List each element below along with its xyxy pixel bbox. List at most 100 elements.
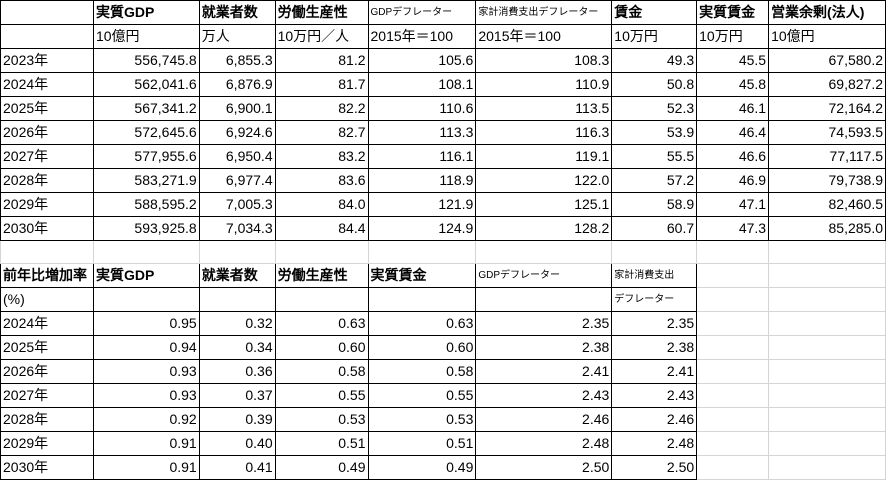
empty-cell[interactable]: [768, 263, 886, 288]
table2-value-cell[interactable]: 0.94: [92, 335, 200, 360]
table2-value-cell[interactable]: 0.41: [198, 455, 276, 480]
empty-cell[interactable]: [696, 359, 770, 384]
table1-year-cell[interactable]: 2026年: [0, 120, 94, 145]
table1-unit-cell[interactable]: 10万円／人: [274, 24, 369, 49]
empty-cell[interactable]: [768, 407, 886, 432]
empty-cell[interactable]: [367, 240, 477, 264]
table1-value-cell[interactable]: 556,745.8: [92, 48, 200, 73]
table1-unit-cell[interactable]: 万人: [198, 24, 276, 49]
empty-cell[interactable]: [198, 240, 276, 264]
table1-header-cell[interactable]: GDPデフレーター: [367, 0, 477, 25]
table2-value-cell[interactable]: 0.95: [92, 311, 200, 336]
table2-value-cell[interactable]: 0.53: [274, 407, 369, 432]
table2-header-cell[interactable]: 労働生産性: [274, 263, 369, 288]
table1-unit-cell[interactable]: 2015年＝100: [475, 24, 613, 49]
table2-value-cell[interactable]: 2.46: [475, 407, 613, 432]
table1-value-cell[interactable]: 46.4: [696, 120, 770, 145]
table2-value-cell[interactable]: 2.38: [611, 335, 698, 360]
empty-cell[interactable]: [768, 431, 886, 456]
table2-value-cell[interactable]: 0.92: [92, 407, 200, 432]
empty-cell[interactable]: [768, 359, 886, 384]
table2-header-cell[interactable]: 就業者数: [198, 263, 276, 288]
table1-unit-cell[interactable]: 10億円: [92, 24, 200, 49]
table2-unit-cell[interactable]: [475, 287, 613, 312]
table2-unit-cell[interactable]: (%): [0, 287, 94, 312]
table1-value-cell[interactable]: 46.1: [696, 96, 770, 121]
table1-value-cell[interactable]: 82,460.5: [768, 192, 886, 217]
table1-value-cell[interactable]: 49.3: [611, 48, 698, 73]
table2-header-cell[interactable]: 家計消費支出: [611, 263, 698, 288]
table1-unit-cell[interactable]: 10万円: [611, 24, 698, 49]
table1-value-cell[interactable]: 69,827.2: [768, 72, 886, 97]
table1-year-cell[interactable]: 2025年: [0, 96, 94, 121]
table2-year-cell[interactable]: 2026年: [0, 359, 94, 384]
table1-header-cell[interactable]: 実質賃金: [696, 0, 770, 25]
table2-value-cell[interactable]: 0.53: [367, 407, 477, 432]
table2-value-cell[interactable]: 2.35: [611, 311, 698, 336]
table1-value-cell[interactable]: 6,950.4: [198, 144, 276, 169]
table1-value-cell[interactable]: 6,977.4: [198, 168, 276, 193]
table2-value-cell[interactable]: 2.48: [611, 431, 698, 456]
table1-value-cell[interactable]: 47.3: [696, 216, 770, 241]
table1-value-cell[interactable]: 122.0: [475, 168, 613, 193]
table2-value-cell[interactable]: 2.43: [611, 383, 698, 408]
table1-header-cell[interactable]: 実質GDP: [92, 0, 200, 25]
table1-header-cell[interactable]: 労働生産性: [274, 0, 369, 25]
table1-value-cell[interactable]: 583,271.9: [92, 168, 200, 193]
table1-value-cell[interactable]: 82.2: [274, 96, 369, 121]
table2-value-cell[interactable]: 0.63: [274, 311, 369, 336]
table2-value-cell[interactable]: 0.58: [274, 359, 369, 384]
table1-year-cell[interactable]: 2030年: [0, 216, 94, 241]
table2-value-cell[interactable]: 0.49: [274, 455, 369, 480]
table2-value-cell[interactable]: 0.63: [367, 311, 477, 336]
table1-value-cell[interactable]: 116.1: [367, 144, 477, 169]
empty-cell[interactable]: [768, 383, 886, 408]
table1-value-cell[interactable]: 60.7: [611, 216, 698, 241]
table2-value-cell[interactable]: 0.93: [92, 383, 200, 408]
empty-cell[interactable]: [611, 240, 698, 264]
table1-value-cell[interactable]: 6,876.9: [198, 72, 276, 97]
table1-value-cell[interactable]: 7,034.3: [198, 216, 276, 241]
table1-year-cell[interactable]: 2027年: [0, 144, 94, 169]
table2-value-cell[interactable]: 0.51: [274, 431, 369, 456]
table1-value-cell[interactable]: 6,855.3: [198, 48, 276, 73]
table2-value-cell[interactable]: 0.60: [274, 335, 369, 360]
table1-year-cell[interactable]: 2029年: [0, 192, 94, 217]
empty-cell[interactable]: [0, 240, 94, 264]
table1-value-cell[interactable]: 74,593.5: [768, 120, 886, 145]
table2-header-cell[interactable]: 前年比増加率: [0, 263, 94, 288]
table2-value-cell[interactable]: 2.50: [475, 455, 613, 480]
table1-value-cell[interactable]: 113.3: [367, 120, 477, 145]
table1-value-cell[interactable]: 67,580.2: [768, 48, 886, 73]
table2-unit-cell[interactable]: [92, 287, 200, 312]
table1-value-cell[interactable]: 6,924.6: [198, 120, 276, 145]
table1-header-cell[interactable]: [0, 0, 94, 25]
table1-value-cell[interactable]: 47.1: [696, 192, 770, 217]
table2-value-cell[interactable]: 0.55: [367, 383, 477, 408]
table1-value-cell[interactable]: 79,738.9: [768, 168, 886, 193]
table1-value-cell[interactable]: 593,925.8: [92, 216, 200, 241]
table1-value-cell[interactable]: 116.3: [475, 120, 613, 145]
table2-value-cell[interactable]: 2.43: [475, 383, 613, 408]
empty-cell[interactable]: [768, 311, 886, 336]
table1-value-cell[interactable]: 118.9: [367, 168, 477, 193]
table2-value-cell[interactable]: 0.37: [198, 383, 276, 408]
table1-value-cell[interactable]: 108.3: [475, 48, 613, 73]
table2-value-cell[interactable]: 0.55: [274, 383, 369, 408]
table2-value-cell[interactable]: 0.91: [92, 431, 200, 456]
table2-header-cell[interactable]: 実質GDP: [92, 263, 200, 288]
table1-value-cell[interactable]: 83.6: [274, 168, 369, 193]
table1-year-cell[interactable]: 2024年: [0, 72, 94, 97]
table1-value-cell[interactable]: 85,285.0: [768, 216, 886, 241]
table1-unit-cell[interactable]: 10万円: [696, 24, 770, 49]
table2-header-cell[interactable]: GDPデフレーター: [475, 263, 613, 288]
table1-value-cell[interactable]: 84.4: [274, 216, 369, 241]
empty-cell[interactable]: [696, 431, 770, 456]
table1-year-cell[interactable]: 2023年: [0, 48, 94, 73]
table2-value-cell[interactable]: 2.48: [475, 431, 613, 456]
table1-value-cell[interactable]: 128.2: [475, 216, 613, 241]
table1-value-cell[interactable]: 81.2: [274, 48, 369, 73]
table2-value-cell[interactable]: 0.60: [367, 335, 477, 360]
table2-value-cell[interactable]: 2.41: [611, 359, 698, 384]
table1-value-cell[interactable]: 81.7: [274, 72, 369, 97]
